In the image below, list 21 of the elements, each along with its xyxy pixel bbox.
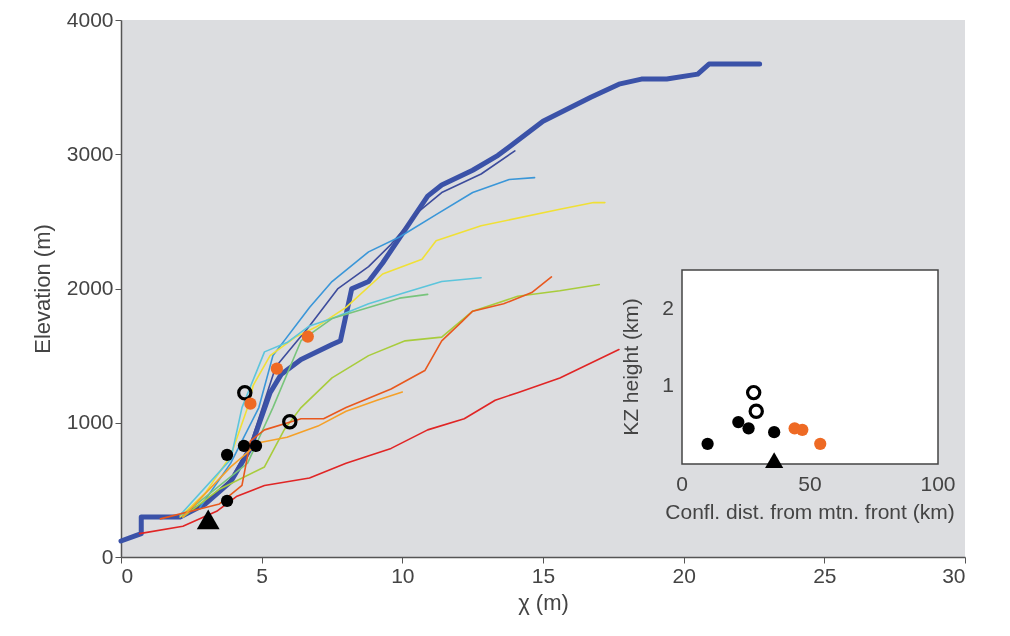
x-axis-title: Confl. dist. from mtn. front (km) (665, 500, 955, 523)
x-tick-label: 50 (798, 472, 822, 495)
y-tick-label: 1 (662, 373, 674, 397)
x-tick-label: 10 (391, 563, 415, 587)
y-tick-label: 2000 (66, 276, 114, 299)
x-tick-label: 15 (531, 563, 556, 587)
y-tick-label: 1000 (66, 410, 114, 434)
x-tick-label: 5 (256, 563, 269, 587)
x-axis-title: χ (m) (518, 589, 569, 615)
y-tick-label: 2 (662, 295, 674, 319)
y-axis-title: KZ height (km) (619, 298, 642, 436)
x-tick-label: 100 (920, 472, 956, 495)
x-tick-label: 0 (676, 472, 688, 495)
x-tick-label: 25 (813, 563, 837, 587)
x-tick-label: 0 (121, 563, 134, 587)
y-tick-label: 0 (101, 544, 114, 568)
x-tick-label: 20 (672, 563, 696, 587)
y-tick-label: 4000 (66, 7, 114, 31)
y-axis-title: Elevation (m) (29, 224, 55, 354)
x-tick-label: 30 (942, 563, 966, 587)
y-tick-label: 3000 (66, 141, 114, 165)
